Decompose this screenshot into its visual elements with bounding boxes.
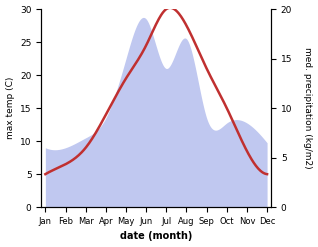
Y-axis label: max temp (C): max temp (C) xyxy=(5,77,15,139)
X-axis label: date (month): date (month) xyxy=(120,231,192,242)
Y-axis label: med. precipitation (kg/m2): med. precipitation (kg/m2) xyxy=(303,47,313,169)
